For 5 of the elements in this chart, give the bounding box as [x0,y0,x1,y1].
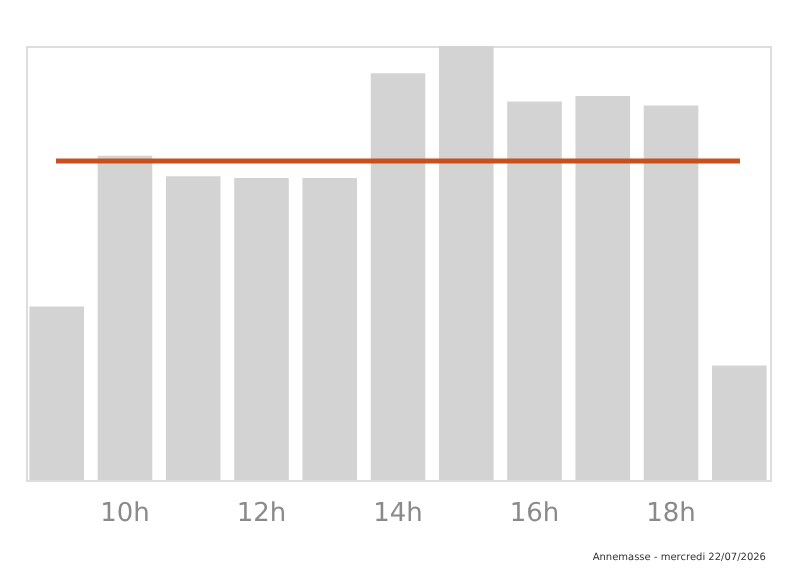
x-tick-label: 14h [373,499,423,529]
x-tick-label: 16h [509,499,560,529]
x-tick-label: 12h [236,499,287,529]
x-tick-label: 18h [646,499,696,529]
x-tick-label: 10h [100,499,150,529]
